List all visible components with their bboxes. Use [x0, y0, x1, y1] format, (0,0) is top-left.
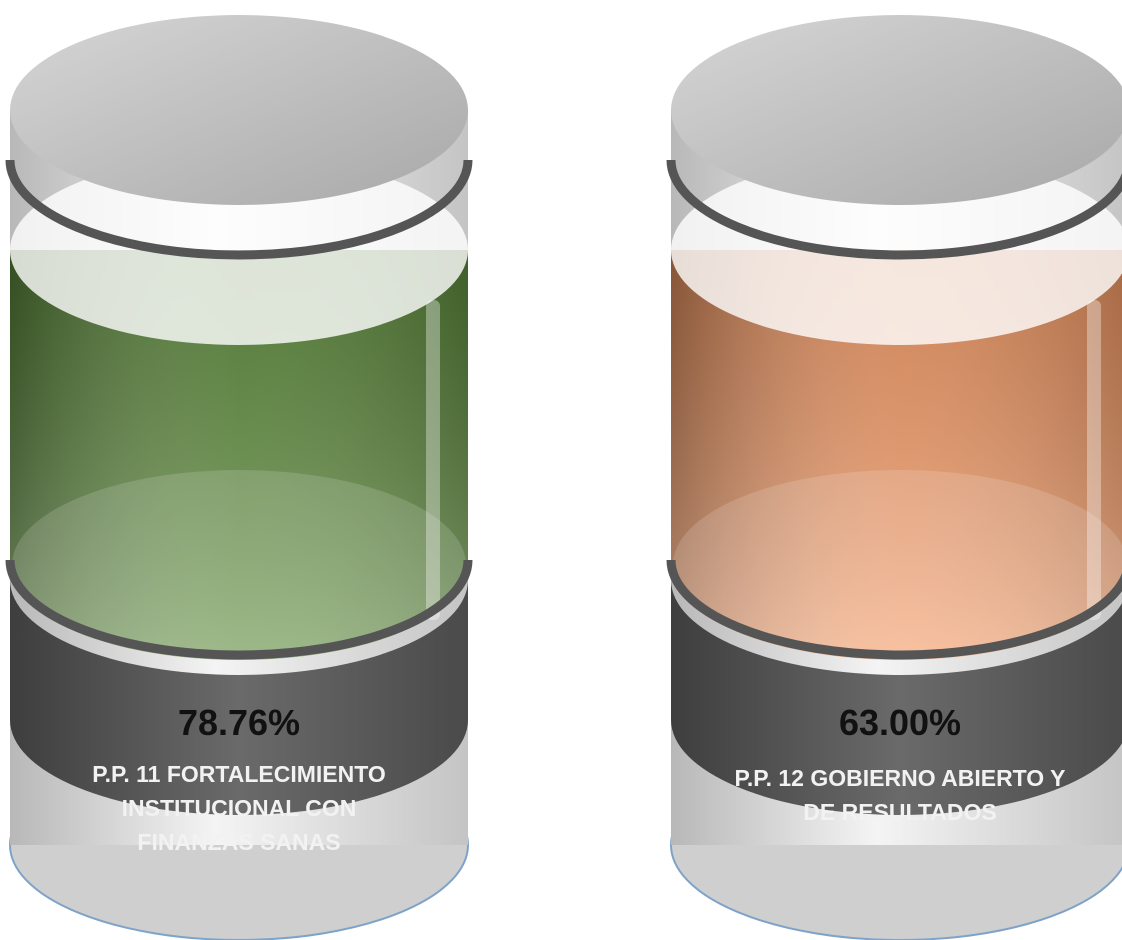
item-label: P.P. 11 FORTALECIMIENTO	[92, 761, 386, 787]
item-label: DE RESULTADOS	[803, 799, 996, 825]
value-label: 63.00%	[839, 702, 961, 743]
cylinder: 78.76% P.P. 11 FORTALECIMIENTO INSTITUCION…	[10, 15, 468, 940]
value-label: 78.76%	[178, 702, 300, 743]
page: {"items": [ {"value": "78.76%", "label":…	[0, 0, 1122, 940]
glass-reflection	[426, 300, 440, 620]
cap-top	[671, 15, 1122, 205]
infographic: 78.76% P.P. 11 FORTALECIMIENTO INSTITUCION…	[0, 0, 1122, 940]
item-label: FINANZAS SANAS	[137, 829, 340, 855]
glass-reflection	[1087, 300, 1101, 620]
cylinder: 63.00% P.P. 12 GOBIERNO ABIERTO Y DE RESUL…	[671, 15, 1122, 940]
item-label: INSTITUCIONAL CON	[122, 795, 357, 821]
item-label: P.P. 12 GOBIERNO ABIERTO Y	[734, 765, 1065, 791]
cap-top	[10, 15, 468, 205]
